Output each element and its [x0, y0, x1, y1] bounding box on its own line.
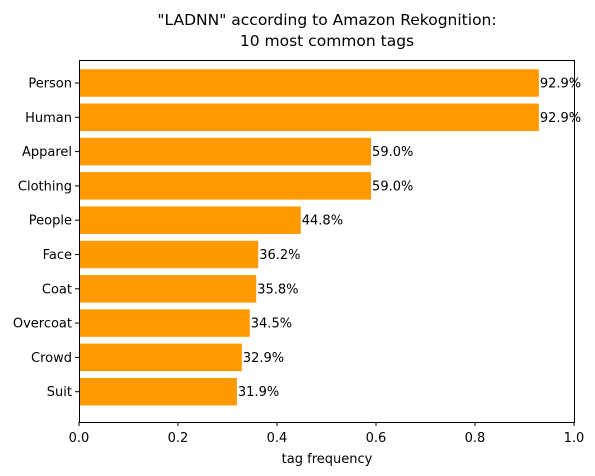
y-tick-label: Person [28, 77, 72, 92]
x-tick-label: 0.4 [267, 431, 288, 446]
bar-suit [79, 377, 237, 406]
data-label: 32.9% [243, 351, 284, 366]
bar-face [79, 240, 259, 269]
y-tick-label: Suit [47, 385, 72, 400]
y-tick-label: Face [43, 248, 72, 263]
bar-human [79, 103, 539, 132]
bar-people [79, 206, 301, 234]
bar-clothing [79, 172, 372, 200]
data-label: 44.8% [302, 214, 343, 229]
data-label: 59.0% [372, 179, 413, 194]
y-tick-labels: Person Human Apparel Clothing People Face Coat… [13, 77, 79, 400]
data-label: 92.9% [540, 77, 581, 92]
data-label: 34.5% [251, 317, 292, 332]
y-tick-label: Clothing [18, 179, 72, 194]
y-tick-label: Crowd [31, 351, 72, 366]
y-tick-label: Human [25, 111, 72, 126]
y-tick-label: Overcoat [13, 317, 72, 332]
x-tick-label: 0.6 [366, 431, 387, 446]
data-label: 31.9% [238, 385, 279, 400]
y-tick-label: Coat [42, 282, 72, 297]
bar-overcoat [79, 309, 250, 337]
bars-group [79, 69, 539, 406]
x-tick-label: 0.2 [168, 431, 189, 446]
bar-coat [79, 275, 257, 303]
plot-frame [79, 60, 575, 423]
x-tick-label: 0.0 [69, 431, 90, 446]
data-label: 92.9% [540, 111, 581, 126]
bar-person [79, 69, 539, 97]
chart-title-line-1: "LADNN" according to Amazon Rekognition: [157, 11, 496, 29]
bar-apparel [79, 137, 372, 166]
data-label: 35.8% [257, 282, 298, 297]
y-tick-label: People [29, 214, 72, 229]
x-axis-label: tag frequency [282, 452, 373, 467]
bar-crowd [79, 343, 242, 372]
y-tick-label: Apparel [22, 145, 72, 160]
data-label: 36.2% [259, 248, 300, 263]
data-labels: 92.9% 92.9% 59.0% 59.0% 44.8% 36.2% 35.8% 34.5%… [238, 77, 581, 401]
x-axis-ticks: 0.0 0.2 0.4 0.6 0.8 1.0 [69, 422, 585, 446]
x-tick-label: 1.0 [564, 431, 585, 446]
data-label: 59.0% [372, 145, 413, 160]
chart-title-line-2: 10 most common tags [240, 32, 414, 50]
x-tick-label: 0.8 [465, 431, 486, 446]
